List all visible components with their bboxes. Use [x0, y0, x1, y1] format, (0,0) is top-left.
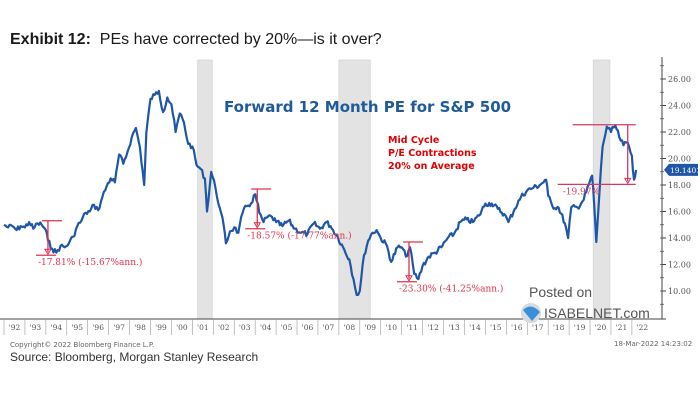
exhibit-title: Exhibit 12: PEs have corrected by 20%—is… [10, 31, 382, 49]
y-tick-label: 16.00 [668, 208, 691, 217]
exhibit-number: Exhibit 12: [10, 31, 91, 48]
x-tick-label: '14 [469, 323, 481, 332]
x-axis: '92 '93 '94 '95 '96 '97 '98 '99 '00 '01 '02 '03 '04 '… [0, 318, 666, 335]
annotation-label: -19.97% [563, 187, 601, 197]
y-tick-label: 24.00 [668, 102, 691, 111]
drawdown-annotation: -19.97% [557, 124, 636, 197]
y-tick-label: 20.00 [668, 155, 691, 164]
annotations: -17.81% (-15.67%ann.) -18.57% (-17.77%ann… [35, 124, 636, 295]
last-value-tag: 19.1401 [664, 163, 700, 176]
annotation-arrowhead-icon [44, 248, 52, 256]
mid-cycle-callout: Mid Cycle P/E Contractions 20% on Averag… [388, 135, 477, 172]
x-tick-label: '93 [30, 323, 42, 332]
recession-band [338, 59, 371, 320]
x-tick-label: '18 [553, 323, 565, 332]
callout-line-2: P/E Contractions [388, 148, 477, 159]
x-tick-label: '16 [511, 323, 523, 332]
x-tick-label: '02 [218, 323, 230, 332]
annotation-label: -17.81% (-15.67%ann.) [38, 257, 142, 268]
y-tick-label: 22.00 [668, 128, 691, 137]
x-tick-label: '05 [281, 323, 293, 332]
x-tick-label: '96 [92, 323, 104, 332]
timestamp: 18-Mar-2022 14:23:02 [614, 340, 693, 348]
x-tick-label: '20 [595, 323, 607, 332]
x-tick-label: '08 [344, 323, 356, 332]
x-tick-label: '19 [574, 323, 586, 332]
isabelnet-logo-icon [521, 303, 541, 323]
x-tick-label: '17 [532, 323, 544, 332]
x-tick-label: '00 [176, 323, 188, 332]
series-line [3, 89, 638, 297]
x-tick-label: '09 [364, 323, 376, 332]
exhibit-headline: PEs have corrected by 20%—is it over? [99, 31, 382, 48]
last-value-badge [664, 163, 698, 176]
y-tick-label: 18.00 [668, 181, 691, 190]
annotation-arrowhead-icon [623, 177, 632, 185]
y-axis: 10.00 12.00 14.00 16.00 18.00 20.00 22.00 24.00… [660, 57, 691, 319]
last-value-label: 19.1401 [670, 166, 700, 175]
drawdown-annotation: -23.30% (-41.25%ann.) [396, 241, 503, 295]
source-note: Source: Bloomberg, Morgan Stanley Resear… [10, 350, 259, 364]
watermark-posted-on: Posted on [529, 284, 592, 300]
annotation-label: -18.57% (-17.77%ann.) [247, 231, 351, 242]
drawdown-annotation: -18.57% (-17.77%ann.) [245, 188, 352, 242]
x-tick-label: '22 [637, 323, 649, 332]
watermark: Posted on ISABELNET.com [521, 284, 650, 323]
y-tick-label: 14.00 [668, 234, 691, 243]
x-tick-label: '97 [113, 323, 125, 332]
x-tick-label: '10 [385, 323, 397, 332]
callout-line-3: 20% on Average [388, 161, 475, 172]
y-tick-label: 12.00 [668, 261, 691, 270]
annotation-arrowhead-icon [253, 222, 262, 229]
x-tick-label: '04 [260, 323, 272, 332]
drawdown-annotation: -17.81% (-15.67%ann.) [35, 220, 142, 268]
x-tick-label: '98 [134, 323, 146, 332]
chart-title: Forward 12 Month PE for S&P 500 [224, 98, 511, 116]
x-tick-label: '11 [406, 323, 418, 332]
y-tick-label: 26.00 [668, 75, 691, 84]
x-tick-label: '13 [448, 323, 460, 332]
callout-line-1: Mid Cycle [388, 135, 439, 146]
x-tick-label: '94 [51, 323, 63, 332]
x-tick-label: '06 [302, 323, 314, 332]
annotation-arrowhead-icon [405, 275, 413, 282]
x-tick-label: '01 [197, 323, 209, 332]
copyright-note: Copyright© 2022 Bloomberg Finance L.P. [10, 341, 155, 349]
series-group [3, 89, 638, 297]
x-tick-label: '21 [616, 323, 628, 332]
x-tick-label: '99 [155, 323, 167, 332]
watermark-site: ISABELNET.com [544, 305, 650, 321]
annotation-label: -23.30% (-41.25%ann.) [399, 284, 503, 295]
x-tick-label: '92 [9, 323, 21, 332]
x-tick-label: '12 [427, 323, 439, 332]
y-tick-label: 10.00 [668, 287, 691, 296]
x-tick-label: '07 [323, 323, 335, 332]
x-tick-label: '95 [71, 323, 83, 332]
x-tick-label: '15 [490, 323, 502, 332]
x-tick-label: '03 [239, 323, 251, 332]
